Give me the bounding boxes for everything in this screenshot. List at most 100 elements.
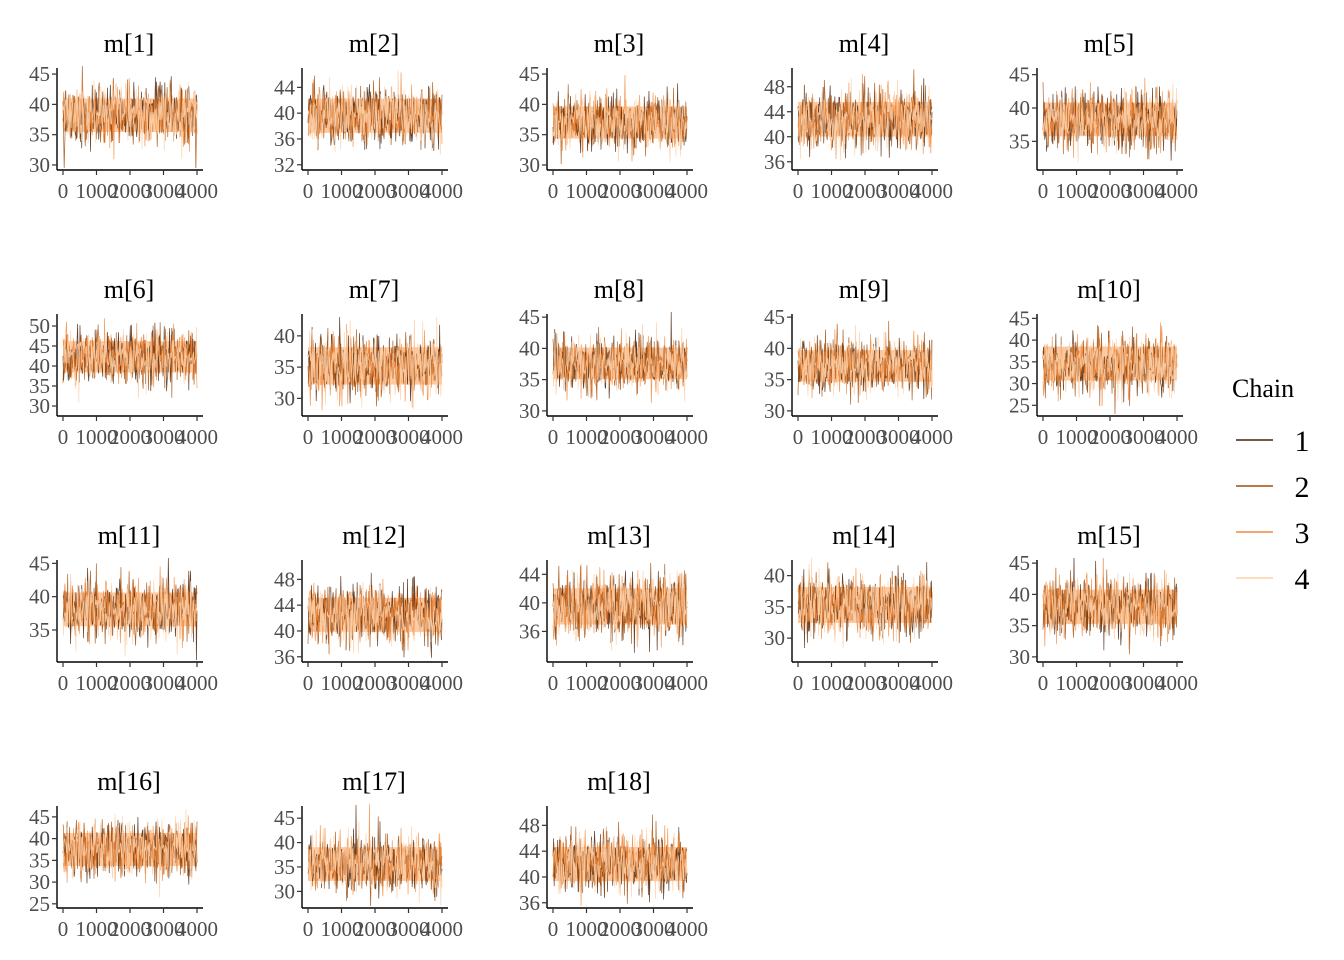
trace-lines: [307, 70, 443, 156]
x-tick-label: 2000: [599, 179, 641, 203]
x-tick-label: 4000: [421, 917, 463, 941]
x-tick-label: 1000: [811, 671, 853, 695]
y-tick-label: 40: [1009, 328, 1030, 352]
x-tick-label: 3000: [143, 917, 185, 941]
y-tick-label: 40: [519, 336, 540, 360]
x-tick-label: 0: [548, 425, 559, 449]
y-tick-label: 45: [519, 305, 540, 329]
x-tick-label: 1000: [321, 917, 363, 941]
y-tick-label: 25: [1009, 393, 1030, 417]
y-tick-label: 45: [519, 62, 540, 86]
y-tick-label: 40: [764, 336, 785, 360]
x-tick-label: 1000: [321, 425, 363, 449]
y-tick-label: 35: [29, 123, 50, 147]
x-tick-label: 3000: [633, 425, 675, 449]
y-tick-label: 40: [519, 865, 540, 889]
x-tick-label: 4000: [911, 671, 953, 695]
y-tick-label: 30: [519, 153, 540, 177]
panel-title: m[8]: [594, 275, 645, 304]
trace-lines: [552, 562, 688, 653]
x-tick-label: 3000: [878, 179, 920, 203]
x-tick-label: 4000: [176, 179, 218, 203]
panel-title: m[6]: [104, 275, 155, 304]
y-tick-label: 48: [274, 567, 295, 591]
y-tick-label: 44: [519, 839, 541, 863]
y-tick-label: 40: [519, 591, 540, 615]
panel-title: m[10]: [1077, 275, 1141, 304]
x-tick-label: 2000: [354, 671, 396, 695]
x-tick-label: 2000: [844, 179, 886, 203]
legend-label: 1: [1295, 425, 1310, 458]
x-tick-label: 3000: [1123, 425, 1165, 449]
x-tick-label: 2000: [844, 425, 886, 449]
x-tick-label: 3000: [633, 917, 675, 941]
x-tick-label: 1000: [76, 917, 118, 941]
x-tick-label: 4000: [666, 179, 708, 203]
chain-4-trace: [62, 80, 198, 159]
chain-4-trace: [797, 77, 933, 161]
chain-4-trace: [307, 582, 443, 654]
y-tick-label: 45: [29, 551, 50, 575]
x-tick-label: 0: [548, 671, 559, 695]
legend-entry-1: 1: [1236, 425, 1310, 458]
x-tick-label: 0: [303, 425, 314, 449]
y-tick-label: 40: [29, 92, 50, 116]
x-tick-label: 2000: [109, 671, 151, 695]
y-tick-label: 40: [1009, 582, 1030, 606]
x-tick-label: 2000: [1089, 671, 1131, 695]
panel-title: m[7]: [349, 275, 400, 304]
panel-title: m[12]: [342, 521, 406, 550]
x-tick-label: 2000: [599, 425, 641, 449]
x-tick-label: 0: [58, 179, 69, 203]
y-tick-label: 40: [764, 564, 785, 588]
x-tick-label: 0: [58, 671, 69, 695]
trace-lines: [797, 558, 933, 649]
x-tick-label: 4000: [911, 425, 953, 449]
panel-title: m[14]: [832, 521, 896, 550]
chain-4-trace: [797, 558, 933, 649]
x-tick-label: 3000: [388, 917, 430, 941]
legend: Chain 1 2 3 4: [1232, 374, 1310, 596]
trace-lines: [62, 66, 198, 168]
legend-label: 3: [1295, 517, 1310, 550]
legend-entry-4: 4: [1236, 563, 1310, 596]
chain-4-trace: [62, 573, 198, 657]
x-tick-label: 2000: [844, 671, 886, 695]
y-tick-label: 30: [274, 879, 295, 903]
panel-title: m[3]: [594, 29, 645, 58]
legend-entry-2: 2: [1236, 471, 1310, 504]
trace-lines: [552, 814, 688, 906]
y-tick-label: 30: [764, 626, 785, 650]
trace-lines: [1042, 558, 1178, 655]
x-tick-label: 3000: [388, 671, 430, 695]
legend-entry-3: 3: [1236, 517, 1310, 550]
x-tick-label: 0: [548, 179, 559, 203]
x-tick-label: 1000: [1056, 425, 1098, 449]
x-tick-label: 3000: [878, 671, 920, 695]
panel-title: m[5]: [1084, 29, 1135, 58]
y-tick-label: 45: [274, 806, 295, 830]
y-tick-label: 48: [764, 75, 785, 99]
y-tick-label: 32: [274, 153, 295, 177]
chain-4-trace: [552, 569, 688, 651]
x-tick-label: 4000: [666, 917, 708, 941]
y-tick-label: 35: [274, 355, 295, 379]
panel-title: m[1]: [104, 29, 155, 58]
y-tick-label: 40: [29, 585, 50, 609]
trace-lines: [62, 558, 198, 660]
chain-4-trace: [62, 326, 198, 403]
x-tick-label: 4000: [176, 671, 218, 695]
y-tick-label: 30: [1009, 645, 1030, 669]
chain-3-trace: [307, 578, 443, 652]
y-tick-label: 30: [1009, 372, 1030, 396]
y-tick-label: 40: [274, 831, 295, 855]
x-tick-label: 1000: [321, 671, 363, 695]
